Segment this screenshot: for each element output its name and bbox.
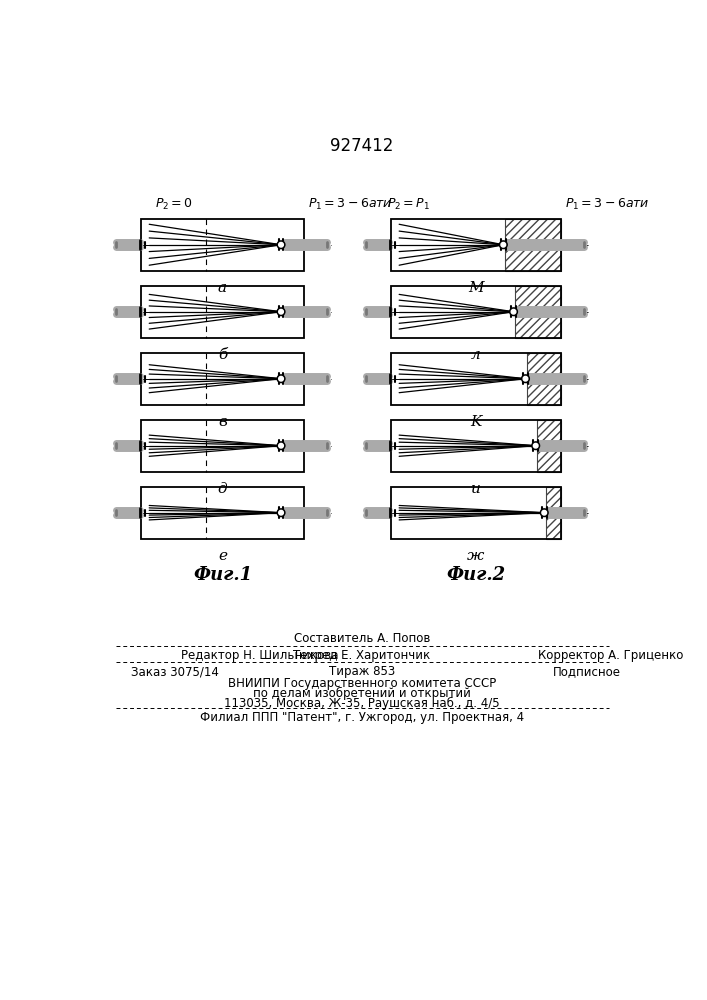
Bar (141, 219, 304, 271)
Circle shape (542, 510, 547, 515)
Circle shape (522, 375, 530, 383)
Text: Редактор Н. Шильникова: Редактор Н. Шильникова (182, 649, 339, 662)
Bar (391, 219, 561, 271)
Bar (546, 487, 561, 539)
Bar (537, 420, 561, 472)
Text: Тираж 853: Тираж 853 (329, 665, 395, 678)
Text: Техред Е. Харитончик: Техред Е. Харитончик (293, 649, 431, 662)
Text: Фиг.1: Фиг.1 (193, 566, 252, 584)
Circle shape (511, 309, 516, 314)
Circle shape (277, 308, 285, 316)
Circle shape (510, 308, 518, 316)
Circle shape (277, 241, 285, 249)
Circle shape (279, 242, 284, 247)
Bar (141, 487, 304, 539)
Bar (515, 286, 561, 338)
Bar (141, 353, 304, 405)
Circle shape (277, 509, 285, 517)
Text: $\it{P_2 = 0}$: $\it{P_2 = 0}$ (155, 197, 193, 212)
Text: Составитель А. Попов: Составитель А. Попов (294, 632, 430, 645)
Text: $\it{P_2 = P_1}$: $\it{P_2 = P_1}$ (387, 197, 430, 212)
Circle shape (279, 376, 284, 381)
Text: $\it{P_1 = 3-6ати}$: $\it{P_1 = 3-6ати}$ (308, 197, 392, 212)
Text: a: a (218, 281, 227, 295)
Text: 113035, Москва, Ж-35, Раушская наб., д. 4/5: 113035, Москва, Ж-35, Раушская наб., д. … (224, 697, 500, 710)
Text: е: е (218, 549, 227, 563)
Bar (391, 286, 561, 338)
Text: и: и (471, 482, 481, 496)
Text: 927412: 927412 (330, 137, 394, 155)
Circle shape (499, 241, 507, 249)
Text: ж: ж (467, 549, 484, 563)
Text: Корректор А. Гриценко: Корректор А. Гриценко (538, 649, 683, 662)
Text: Заказ 3075/14: Заказ 3075/14 (131, 665, 219, 678)
Text: Филиал ППП "Патент", г. Ужгород, ул. Проектная, 4: Филиал ППП "Патент", г. Ужгород, ул. Про… (200, 711, 524, 724)
Text: ВНИИПИ Государственного комитета СССР: ВНИИПИ Государственного комитета СССР (228, 677, 496, 690)
Text: Подписное: Подписное (554, 665, 621, 678)
Text: б: б (218, 348, 227, 362)
Circle shape (279, 309, 284, 314)
Text: в: в (218, 415, 227, 429)
Text: $\it{P_1 = 3-6ати}$: $\it{P_1 = 3-6ати}$ (565, 197, 650, 212)
Circle shape (277, 375, 285, 383)
Text: M: M (468, 281, 484, 295)
Circle shape (540, 509, 548, 517)
Text: л: л (471, 348, 481, 362)
Bar (527, 353, 561, 405)
Bar (391, 420, 561, 472)
Circle shape (533, 443, 538, 448)
Circle shape (279, 510, 284, 515)
Text: по делам изобретений и открытий: по делам изобретений и открытий (253, 687, 471, 700)
Text: Фиг.2: Фиг.2 (446, 566, 506, 584)
Circle shape (279, 443, 284, 448)
Bar (391, 487, 561, 539)
Circle shape (532, 442, 539, 450)
Bar (141, 420, 304, 472)
Text: K: K (470, 415, 481, 429)
Bar (141, 286, 304, 338)
Bar (505, 219, 561, 271)
Circle shape (523, 376, 528, 381)
Circle shape (501, 242, 506, 247)
Bar (391, 353, 561, 405)
Circle shape (277, 442, 285, 450)
Text: д: д (218, 482, 227, 496)
